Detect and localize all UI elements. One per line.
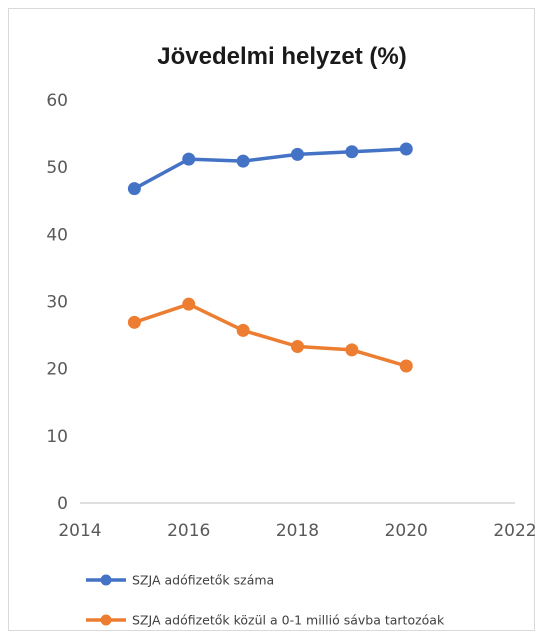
- y-tick-label: 60: [46, 91, 68, 111]
- data-point: [127, 182, 141, 196]
- legend-label: SZJA adófizetők közül a 0-1 millió sávba…: [132, 613, 445, 628]
- series-line: [132, 302, 409, 368]
- data-point: [236, 323, 250, 337]
- legend: SZJA adófizetők száma SZJA adófizetők köz…: [86, 573, 445, 628]
- y-tick-label: 0: [57, 494, 68, 514]
- data-point: [127, 315, 141, 329]
- data-point: [182, 297, 196, 311]
- x-tick-label: 2018: [276, 521, 319, 541]
- chart-frame: [8, 8, 535, 631]
- series-1: [127, 142, 413, 196]
- chart-title: Jövedelmi helyzet (%): [157, 43, 406, 70]
- data-point: [399, 359, 413, 373]
- data-point: [345, 145, 359, 159]
- x-tick-label: 2022: [493, 521, 536, 541]
- data-point: [236, 154, 250, 168]
- data-point: [182, 152, 196, 166]
- legend-marker: [100, 614, 112, 626]
- x-tick-label: 2014: [58, 521, 101, 541]
- data-point: [291, 340, 304, 354]
- y-tick-label: 30: [46, 293, 68, 313]
- y-tick-label: 40: [46, 225, 68, 245]
- x-tick-label: 2016: [167, 521, 210, 541]
- axes: 0 10 20 30 40 50 60 2014 2016 2018 2020 2022: [46, 91, 536, 541]
- y-tick-label: 10: [46, 427, 68, 447]
- data-point: [345, 343, 359, 357]
- series-2: [127, 297, 413, 373]
- data-point: [399, 142, 413, 156]
- series-line: [132, 147, 409, 191]
- legend-label: SZJA adófizetők száma: [132, 573, 274, 588]
- data-point: [291, 147, 304, 161]
- y-tick-label: 50: [46, 158, 68, 178]
- series-layer: [127, 142, 413, 373]
- x-tick-label: 2020: [385, 521, 428, 541]
- legend-marker: [100, 574, 112, 586]
- y-tick-label: 20: [46, 360, 68, 380]
